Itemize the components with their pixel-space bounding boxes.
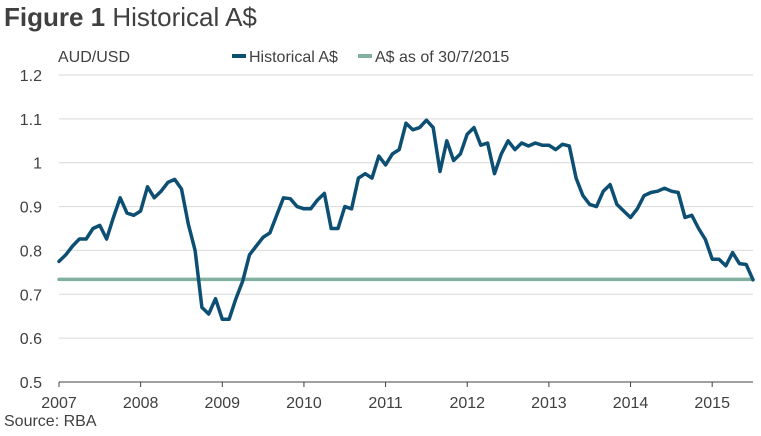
y-tick-label: 0.7 [20, 287, 42, 304]
legend-label-reference: A$ as of 30/7/2015 [375, 49, 509, 66]
x-tick-label: 2013 [531, 395, 567, 412]
y-tick-label: 0.5 [20, 375, 42, 392]
legend-label-historical: Historical A$ [249, 49, 338, 66]
x-tick-label: 2007 [41, 395, 77, 412]
x-tick-label: 2009 [204, 395, 240, 412]
x-tick-label: 2011 [368, 395, 403, 412]
y-tick-label: 1.1 [20, 112, 42, 129]
y-tick-label: 0.9 [20, 200, 42, 217]
y-tick-label: 0.8 [20, 243, 42, 260]
x-tick-label: 2015 [694, 395, 730, 412]
figure-number: Figure 1 [4, 2, 106, 32]
x-tick-label: 2012 [449, 395, 485, 412]
y-tick-label: 0.6 [20, 331, 42, 348]
legend: Historical A$ A$ as of 30/7/2015 [232, 49, 509, 66]
y-tick-label: 1 [33, 156, 42, 173]
x-tick-label: 2008 [123, 395, 159, 412]
figure-title: Figure 1 Historical A$ [4, 2, 257, 33]
y-tick-label: 1.2 [20, 68, 42, 85]
source-note: Source: RBA [4, 413, 97, 430]
x-tick-label: 2014 [613, 395, 649, 412]
gridlines [59, 74, 753, 339]
figure-title-text: Historical A$ [112, 2, 257, 32]
axes: 0.5 0.6 0.7 0.8 0.9 1 1.1 1.2 2007 2008 2009 2010 20… [20, 68, 753, 412]
y-axis-title: AUD/USD [58, 49, 130, 66]
historical-series [57, 118, 755, 322]
x-tick-label: 2010 [286, 395, 322, 412]
series-line-historical [57, 118, 755, 322]
